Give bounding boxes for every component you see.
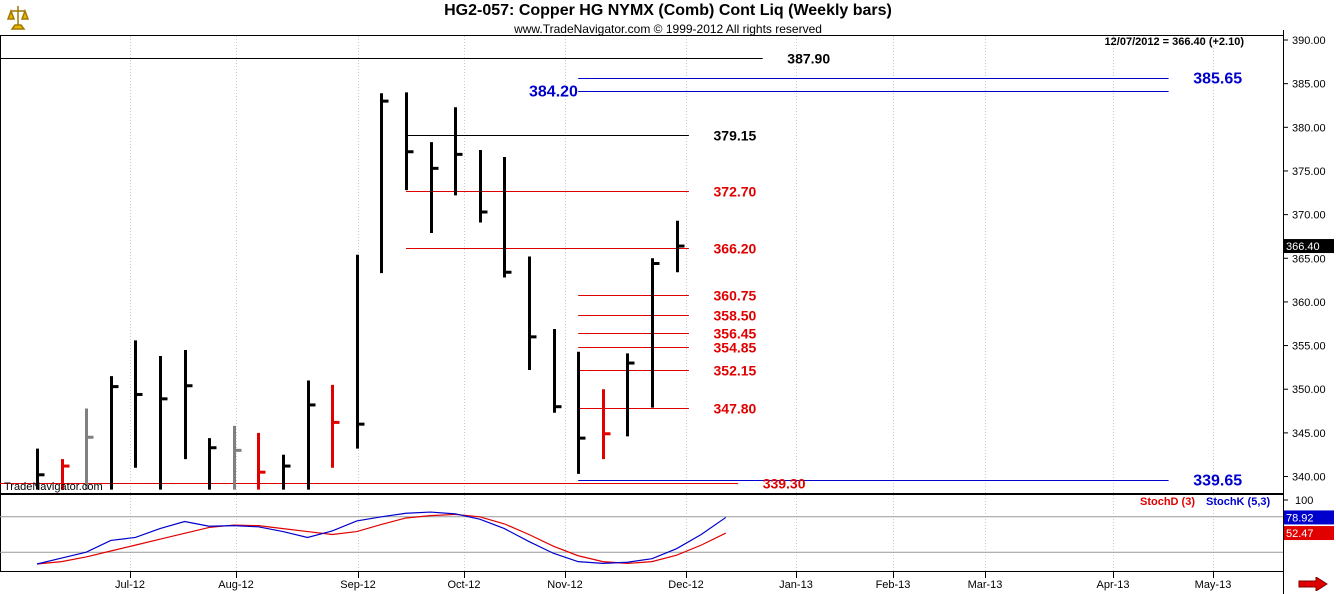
last-price-box bbox=[1284, 239, 1334, 254]
x-tick-label: Feb-13 bbox=[876, 579, 911, 591]
x-tick-label: Nov-12 bbox=[547, 579, 582, 591]
level-label-379.15: 379.15 bbox=[714, 128, 757, 144]
stoch-last-label-1: 78.92 bbox=[1286, 512, 1314, 524]
level-label-352.15: 352.15 bbox=[714, 363, 757, 379]
y-tick-label: 360.00 bbox=[1292, 297, 1326, 309]
stoch-last-label-0: 52.47 bbox=[1286, 528, 1314, 540]
x-tick-label: Dec-12 bbox=[668, 579, 703, 591]
y-tick-label: 370.00 bbox=[1292, 210, 1326, 222]
x-tick-label: Jan-13 bbox=[779, 579, 813, 591]
x-tick-label: Sep-12 bbox=[340, 579, 375, 591]
x-tick-label: Aug-12 bbox=[218, 579, 253, 591]
x-tick-label: Oct-12 bbox=[447, 579, 480, 591]
level-label-356.45: 356.45 bbox=[714, 326, 757, 342]
stoch-last-box-1 bbox=[1284, 510, 1334, 525]
x-tick-label: May-13 bbox=[1195, 579, 1232, 591]
x-tick-label: Mar-13 bbox=[968, 579, 1003, 591]
level-label-339.30: 339.30 bbox=[763, 476, 806, 492]
x-tick-label: Apr-13 bbox=[1096, 579, 1129, 591]
level-label-387.90: 387.90 bbox=[787, 51, 830, 67]
level-label-360.75: 360.75 bbox=[714, 288, 757, 304]
stoch-y-tick-label: 100 bbox=[1295, 495, 1313, 507]
legend-stoch-k: StochK (5,3) bbox=[1206, 496, 1271, 508]
y-tick-label: 385.00 bbox=[1292, 79, 1326, 91]
y-tick-label: 355.00 bbox=[1292, 341, 1326, 353]
y-tick-label: 365.00 bbox=[1292, 253, 1326, 265]
level-label-354.85: 354.85 bbox=[714, 340, 757, 356]
level-label-384.20: 384.20 bbox=[529, 84, 578, 101]
level-label-339.65: 339.65 bbox=[1193, 473, 1242, 490]
chart-title: HG2-057: Copper HG NYMX (Comb) Cont Liq … bbox=[444, 2, 892, 19]
level-label-358.50: 358.50 bbox=[714, 308, 757, 324]
stoch-line-d bbox=[36, 513, 727, 565]
chart-subtitle: www.TradeNavigator.com © 1999-2012 All r… bbox=[514, 22, 822, 36]
scroll-right-arrow-icon[interactable] bbox=[1298, 577, 1328, 591]
x-tick-label: Jul-12 bbox=[115, 579, 145, 591]
y-tick-label: 340.00 bbox=[1292, 472, 1326, 484]
level-label-347.80: 347.80 bbox=[714, 401, 757, 417]
tradenavigator-logo-icon bbox=[3, 3, 33, 33]
last-price-readout: 12/07/2012 = 366.40 (+2.10) bbox=[1104, 36, 1244, 48]
watermark: TradeNavigator.com bbox=[4, 481, 103, 493]
legend-stoch-d: StochD (3) bbox=[1140, 496, 1195, 508]
level-label-366.20: 366.20 bbox=[714, 241, 757, 257]
stoch-last-box-0 bbox=[1284, 526, 1334, 541]
y-tick-label: 350.00 bbox=[1292, 384, 1326, 396]
y-tick-label: 380.00 bbox=[1292, 122, 1326, 134]
level-label-372.70: 372.70 bbox=[714, 184, 757, 200]
stoch-line-k bbox=[36, 511, 727, 565]
price-panel-frame bbox=[0, 35, 1284, 494]
y-tick-label: 375.00 bbox=[1292, 166, 1326, 178]
y-tick-label: 345.00 bbox=[1292, 428, 1326, 440]
last-price-label: 366.40 bbox=[1286, 241, 1320, 253]
y-tick-label: 390.00 bbox=[1292, 35, 1326, 47]
level-label-385.65: 385.65 bbox=[1193, 71, 1242, 88]
